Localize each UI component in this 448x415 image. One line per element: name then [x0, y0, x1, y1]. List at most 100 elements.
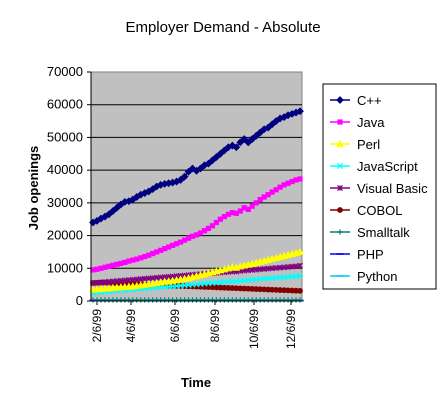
data-point [205, 225, 212, 231]
data-point [265, 192, 271, 198]
data-point [225, 211, 231, 217]
data-point [245, 206, 251, 212]
data-point [110, 262, 116, 268]
legend-swatch-marker [336, 184, 344, 192]
legend-label: C++ [357, 93, 382, 108]
data-point [185, 235, 192, 241]
data-point [237, 208, 243, 214]
data-point [296, 262, 304, 269]
y-tick-label: 60000 [47, 97, 83, 112]
legend-label: PHP [357, 247, 384, 262]
x-axis-label: Time [181, 375, 211, 390]
x-tick-label: 6/6/99 [168, 309, 182, 343]
data-point [146, 252, 152, 258]
legend-entry: Visual Basic [330, 181, 428, 196]
data-point [297, 176, 303, 182]
data-point [269, 189, 275, 195]
data-point [281, 182, 287, 188]
data-point [264, 123, 273, 132]
data-point [217, 216, 223, 222]
data-point [181, 237, 188, 243]
data-point [166, 244, 172, 250]
data-point [102, 264, 108, 270]
legend-swatch-marker [336, 162, 344, 170]
y-tick-label: 30000 [47, 195, 83, 210]
y-tick-label: 10000 [47, 260, 83, 275]
data-point [208, 156, 217, 165]
legend-swatch-marker [337, 229, 343, 235]
y-axis-label: Job openings [26, 146, 41, 231]
data-point [130, 257, 136, 263]
legend-entry: COBOL [330, 203, 403, 218]
y-tick-label: 50000 [47, 129, 83, 144]
data-point [273, 187, 279, 193]
data-point [176, 176, 185, 184]
legend-entry: Python [330, 269, 397, 284]
data-point [213, 219, 220, 226]
data-point [122, 259, 128, 265]
data-point [112, 203, 121, 212]
data-point [256, 128, 265, 137]
data-point [201, 228, 208, 234]
x-tick-label: 12/6/99 [284, 309, 298, 349]
data-point [297, 287, 303, 294]
data-point [142, 253, 148, 260]
data-point [221, 213, 227, 220]
data-point [209, 223, 216, 229]
legend-entry: Perl [330, 137, 380, 152]
data-point [296, 247, 304, 256]
data-point [106, 263, 112, 269]
data-point [212, 153, 221, 161]
data-point [253, 200, 259, 206]
y-axis-ticks: 0 10000 20000 30000 40000 50000 60000 70000 [47, 64, 91, 308]
data-point [220, 146, 229, 155]
data-point [296, 107, 304, 116]
data-point [240, 135, 249, 143]
data-point [257, 196, 263, 203]
data-point [162, 246, 168, 252]
data-point [138, 255, 144, 261]
data-point [173, 241, 180, 247]
legend-label: Smalltalk [357, 225, 410, 240]
data-point [170, 242, 176, 248]
data-point [232, 143, 241, 152]
data-point [188, 164, 197, 173]
x-axis-ticks: 2/6/99 4/6/99 6/6/99 8/6/99 10/6/99 12/6/99 [90, 301, 298, 349]
data-point [126, 258, 132, 264]
data-point [241, 205, 247, 211]
data-point [196, 164, 205, 173]
series-perl [89, 247, 304, 293]
data-point [94, 266, 100, 272]
series-c- [89, 107, 304, 227]
legend-label: Python [357, 269, 397, 284]
data-point [108, 207, 117, 215]
legend-label: COBOL [357, 203, 403, 218]
data-point [98, 265, 104, 271]
y-tick-label: 20000 [47, 228, 83, 243]
data-point [252, 131, 261, 140]
data-point [244, 138, 253, 147]
data-point [189, 233, 196, 239]
data-point [197, 230, 204, 236]
data-point [118, 260, 124, 266]
data-point [90, 267, 96, 273]
legend-label: JavaScript [357, 159, 418, 174]
legend-entry: PHP [330, 247, 384, 262]
y-tick-label: 40000 [47, 162, 83, 177]
chart-title: Employer Demand - Absolute [125, 19, 320, 36]
data-point [229, 210, 235, 216]
data-point [177, 239, 184, 245]
data-point [150, 250, 156, 257]
legend-swatch-marker [336, 96, 344, 104]
data-point [134, 256, 140, 262]
x-tick-label: 4/6/99 [124, 309, 138, 343]
legend: C++ Java Perl JavaScript Visual Basic COBOL Sm… [322, 83, 437, 290]
data-point [277, 184, 283, 190]
data-point [285, 180, 291, 186]
legend-entry: Smalltalk [330, 225, 410, 240]
data-point [236, 138, 245, 147]
data-point [105, 210, 113, 219]
legend-label: Java [357, 115, 385, 130]
data-point [249, 203, 255, 209]
